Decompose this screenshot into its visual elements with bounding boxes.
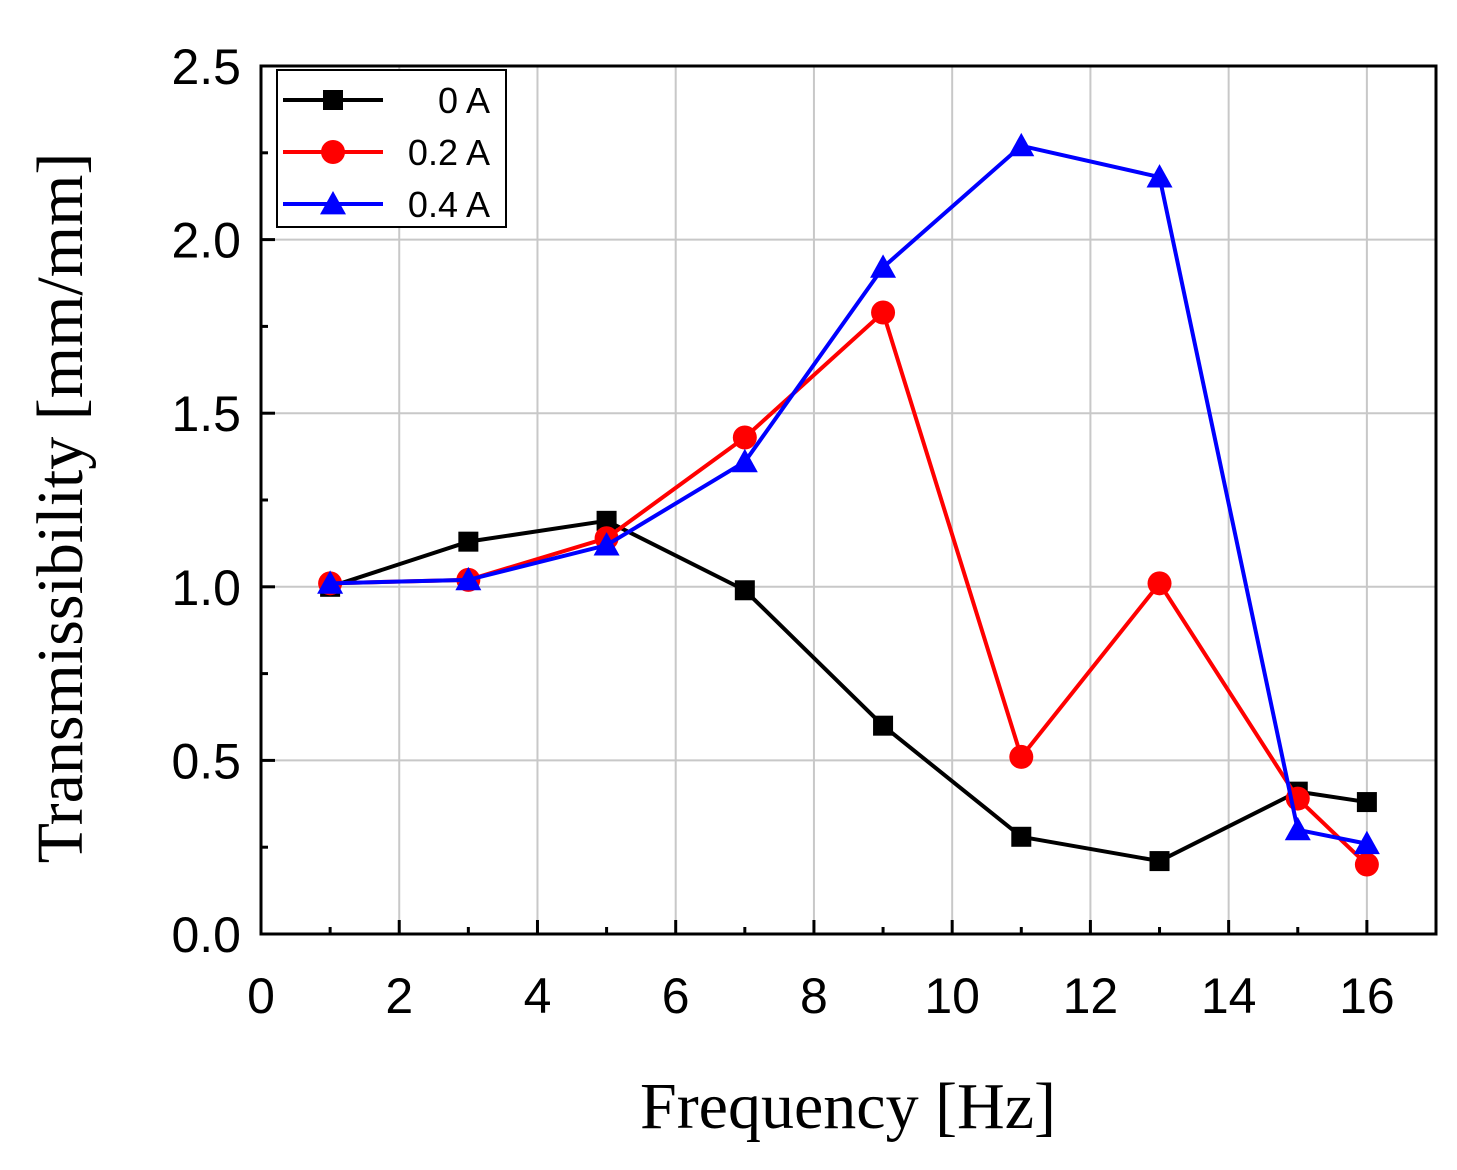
data-point xyxy=(593,532,620,556)
data-point xyxy=(1284,816,1311,841)
x-tick-label: 2 xyxy=(385,968,413,1024)
legend-box xyxy=(276,69,507,228)
data-point xyxy=(1149,851,1170,872)
data-point xyxy=(1009,744,1034,769)
legend-swatch-marker xyxy=(320,191,346,215)
series-group xyxy=(317,132,1380,877)
x-tick-label: 4 xyxy=(524,968,552,1024)
y-tick-labels: 0.0 0.5 1.0 1.5 2.0 2.5 xyxy=(171,39,241,963)
y-axis-title: Transmissibility [mm/mm] xyxy=(24,153,97,864)
legend-label: 0.4 A xyxy=(408,184,490,225)
x-tick-label: 16 xyxy=(1339,968,1395,1024)
y-tick-label: 2.5 xyxy=(171,39,241,95)
legend: 0 A 0.2 A 0.4 A xyxy=(276,69,507,228)
data-point xyxy=(596,510,617,531)
data-point xyxy=(1146,164,1173,188)
x-tick-label: 8 xyxy=(800,968,828,1024)
data-point xyxy=(455,566,482,591)
legend-label: 0 A xyxy=(438,80,490,121)
x-tick-label: 0 xyxy=(247,968,275,1024)
data-point xyxy=(1356,792,1377,813)
legend-item: 0 A xyxy=(283,80,490,121)
x-tick-labels: 0 2 4 6 8 10 12 14 16 xyxy=(247,968,1395,1024)
data-point xyxy=(1008,132,1035,157)
y-tick-label: 2.0 xyxy=(171,213,241,269)
legend-item: 0.4 A xyxy=(283,184,490,225)
data-point xyxy=(734,580,755,601)
data-point xyxy=(731,448,758,473)
data-point xyxy=(873,715,894,736)
data-point xyxy=(1011,826,1032,847)
data-point xyxy=(732,425,757,450)
legend-swatch-marker xyxy=(321,140,345,164)
data-point xyxy=(1354,852,1379,877)
data-point xyxy=(1147,571,1172,596)
x-tick-label: 6 xyxy=(662,968,690,1024)
legend-item: 0.2 A xyxy=(283,132,490,173)
legend-swatch-marker xyxy=(323,90,343,110)
y-tick-label: 1.5 xyxy=(171,386,241,442)
data-point xyxy=(317,570,344,594)
data-point xyxy=(870,254,897,278)
ticks xyxy=(259,64,1369,936)
data-point xyxy=(871,300,896,325)
data-point xyxy=(458,531,479,552)
y-tick-label: 1.0 xyxy=(171,560,241,616)
x-tick-label: 10 xyxy=(924,968,980,1024)
series-0-4-a xyxy=(317,132,1380,855)
x-axis-title: Frequency [Hz] xyxy=(640,1070,1056,1143)
x-tick-label: 12 xyxy=(1063,968,1119,1024)
legend-label: 0.2 A xyxy=(408,132,490,173)
y-tick-label: 0.5 xyxy=(171,733,241,789)
y-tick-label: 0.0 xyxy=(171,907,241,963)
grid xyxy=(261,66,1436,934)
data-point xyxy=(1353,830,1380,855)
x-tick-label: 14 xyxy=(1201,968,1257,1024)
